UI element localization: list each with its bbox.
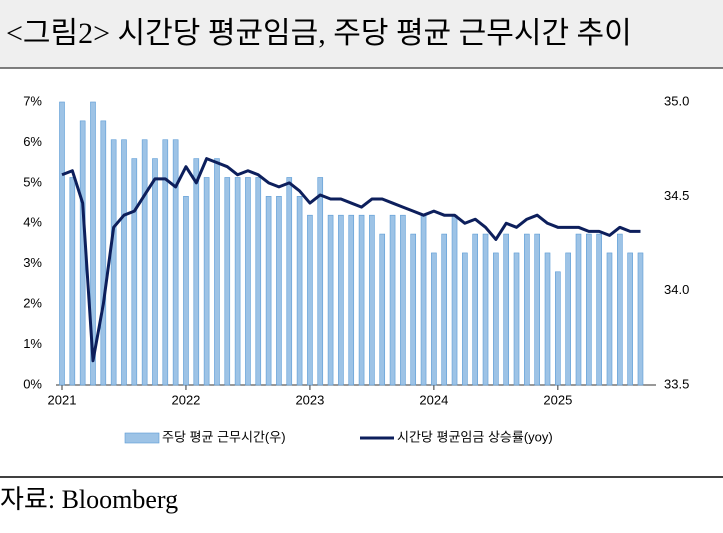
bar xyxy=(369,214,375,386)
source: 자료: Bloomberg xyxy=(0,485,178,514)
bar xyxy=(513,252,520,386)
bar xyxy=(596,233,602,386)
line xyxy=(61,157,641,363)
bar xyxy=(152,158,158,386)
bar xyxy=(410,233,417,386)
bar xyxy=(276,196,282,386)
bar xyxy=(462,252,468,386)
x-tick-label: 2022 xyxy=(171,392,200,407)
bar xyxy=(245,177,251,386)
bar xyxy=(503,233,509,386)
bar xyxy=(69,177,76,386)
bar xyxy=(265,196,272,386)
legend-label: 주당 평균 근무시간(우) xyxy=(162,429,286,444)
bar xyxy=(110,139,117,386)
bar xyxy=(389,214,396,386)
y-tick-label: 4% xyxy=(23,215,42,230)
y-tick-label: 3% xyxy=(23,255,42,270)
bar xyxy=(565,252,571,386)
bar xyxy=(79,120,86,386)
chart-title: <그림2> 시간당 평균임금, 주당 평균 근무시간 추이 xyxy=(6,17,632,50)
y2-tick-label: 33.5 xyxy=(664,376,689,391)
y-tick-label: 6% xyxy=(23,134,42,149)
bar xyxy=(472,233,479,386)
bar xyxy=(617,233,623,386)
bar xyxy=(606,252,613,386)
bar xyxy=(100,120,107,386)
x-tick-label: 2021 xyxy=(48,392,77,407)
x-tick-label: 2023 xyxy=(295,392,324,407)
y-tick-label: 1% xyxy=(23,336,42,351)
x-tick-label: 2024 xyxy=(419,392,448,407)
y2-tick-label: 34.5 xyxy=(664,188,689,203)
bar xyxy=(193,158,200,386)
legend-label: 시간당 평균임금 상승률(yoy) xyxy=(397,429,553,444)
bar xyxy=(121,139,127,386)
bar xyxy=(431,252,437,386)
bar xyxy=(555,271,561,386)
bar xyxy=(162,139,169,386)
bar xyxy=(131,158,138,386)
bar xyxy=(224,177,231,386)
bar xyxy=(203,177,210,386)
x-tick-label: 2025 xyxy=(543,392,572,407)
bar xyxy=(327,214,334,386)
bar xyxy=(451,214,458,386)
bar xyxy=(317,177,324,386)
bar xyxy=(307,214,313,386)
y-tick-label: 5% xyxy=(23,174,42,189)
bar xyxy=(172,139,179,386)
bar xyxy=(575,233,582,386)
bar xyxy=(59,101,65,386)
bar xyxy=(183,196,189,386)
y-tick-label: 0% xyxy=(23,376,42,391)
bar xyxy=(214,158,220,386)
bar xyxy=(141,139,148,386)
bar xyxy=(286,177,293,386)
bar xyxy=(400,214,406,386)
bar xyxy=(358,214,365,386)
y2-tick-label: 34.0 xyxy=(664,282,689,297)
bar xyxy=(420,214,427,386)
bar xyxy=(338,214,344,386)
bar xyxy=(255,177,262,386)
y-tick-label: 2% xyxy=(23,296,42,311)
title-band xyxy=(0,0,723,68)
y-tick-label: 7% xyxy=(23,93,42,108)
bar xyxy=(637,252,644,386)
bar xyxy=(296,196,303,386)
bar xyxy=(482,233,489,386)
bar xyxy=(627,252,633,386)
bar xyxy=(544,252,551,386)
y2-tick-label: 35.0 xyxy=(664,93,689,108)
bar xyxy=(534,233,540,386)
bar xyxy=(379,233,386,386)
bar xyxy=(441,233,448,386)
bar xyxy=(90,101,96,386)
bar xyxy=(348,214,355,386)
bar xyxy=(234,177,241,386)
bar xyxy=(586,233,592,386)
legend-swatch xyxy=(124,432,160,444)
bar xyxy=(493,252,499,386)
bar xyxy=(524,233,530,386)
